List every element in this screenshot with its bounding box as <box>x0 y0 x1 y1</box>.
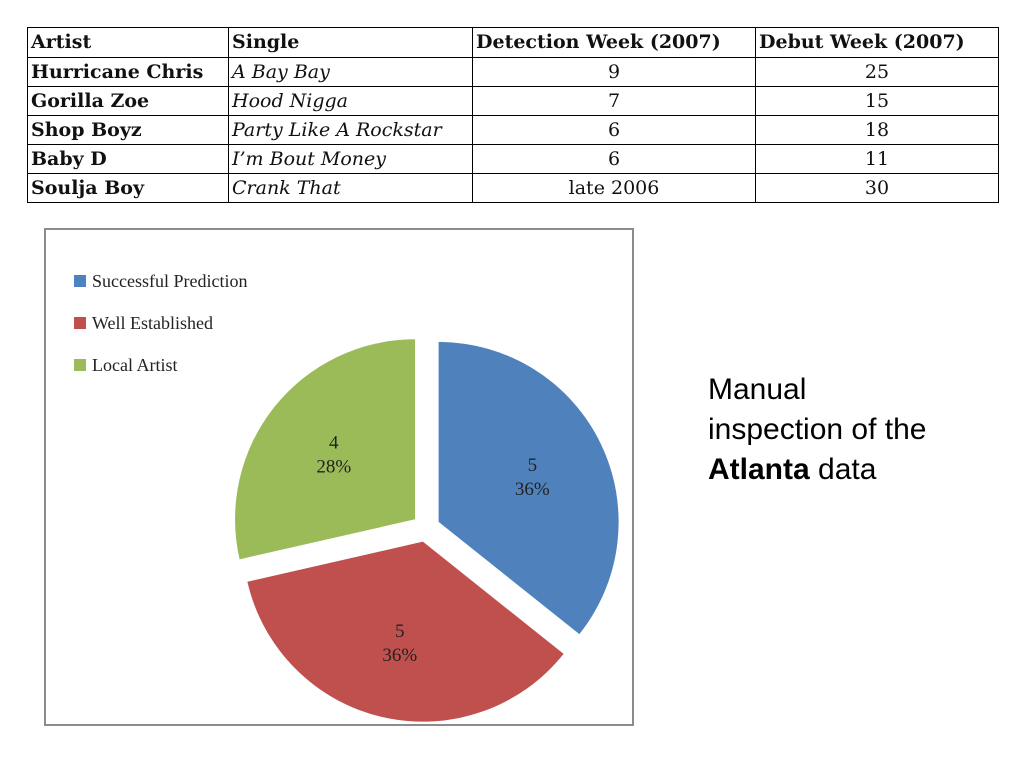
detection-week-cell: 7 <box>472 86 756 116</box>
column-header-artist: Artist <box>27 27 229 58</box>
artist-cell: Hurricane Chris <box>27 57 229 87</box>
legend-label: Well Established <box>92 312 214 333</box>
debut-week-cell: 25 <box>755 57 999 87</box>
artist-cell: Gorilla Zoe <box>27 86 229 116</box>
detection-week-cell: 6 <box>472 115 756 145</box>
detection-week-cell: late 2006 <box>472 173 756 203</box>
table-row: Gorilla Zoe Hood Nigga 7 15 <box>27 86 999 116</box>
slide-caption: Manual inspection of the Atlanta data <box>708 370 998 490</box>
caption-line-1: Manual <box>708 373 807 406</box>
legend-label: Successful Prediction <box>92 270 248 291</box>
table-row: Soulja Boy Crank That late 2006 30 <box>27 173 999 203</box>
legend-swatch <box>74 359 86 371</box>
detection-week-cell: 9 <box>472 57 756 87</box>
table-row: Baby D I’m Bout Money 6 11 <box>27 144 999 174</box>
single-cell: Hood Nigga <box>228 86 473 116</box>
table-row: Shop Boyz Party Like A Rockstar 6 18 <box>27 115 999 145</box>
single-cell: Crank That <box>228 173 473 203</box>
artist-cell: Baby D <box>27 144 229 174</box>
caption-line-2: inspection of the <box>708 413 927 446</box>
caption-bold-word: Atlanta <box>708 453 810 486</box>
slice-value-label: 5 <box>395 621 405 642</box>
artist-cell: Soulja Boy <box>27 173 229 203</box>
detection-week-cell: 6 <box>472 144 756 174</box>
debut-week-cell: 18 <box>755 115 999 145</box>
caption-tail: data <box>809 453 877 486</box>
column-header-debut-week: Debut Week (2007) <box>755 27 999 58</box>
caption-line-3: Atlanta data <box>708 450 998 490</box>
debut-week-cell: 15 <box>755 86 999 116</box>
legend-item-well-established: Well Established <box>74 302 247 344</box>
slice-value-label: 5 <box>528 455 538 476</box>
pie-slice-local-artist <box>235 339 416 560</box>
single-cell: A Bay Bay <box>228 57 473 87</box>
single-cell: I’m Bout Money <box>228 144 473 174</box>
pie-chart-panel: 5 36% 5 36% 4 28% Successful Prediction Well … <box>44 228 634 726</box>
artist-cell: Shop Boyz <box>27 115 229 145</box>
debut-week-cell: 30 <box>755 173 999 203</box>
slice-value-label: 4 <box>329 432 339 453</box>
column-header-detection-week: Detection Week (2007) <box>472 27 756 58</box>
legend-swatch <box>74 275 86 287</box>
legend-swatch <box>74 317 86 329</box>
slice-percent-label: 36% <box>515 479 550 500</box>
legend-label: Local Artist <box>92 354 178 375</box>
table-row: Hurricane Chris A Bay Bay 9 25 <box>27 57 999 87</box>
column-header-single: Single <box>228 27 473 58</box>
legend-item-local-artist: Local Artist <box>74 344 247 386</box>
artist-table: Artist Single Detection Week (2007) Debu… <box>27 27 999 203</box>
table-header-row: Artist Single Detection Week (2007) Debu… <box>27 27 999 58</box>
slice-percent-label: 36% <box>382 645 417 666</box>
slice-percent-label: 28% <box>316 456 351 477</box>
debut-week-cell: 11 <box>755 144 999 174</box>
pie-slice-well-established <box>247 541 564 722</box>
legend-item-successful-prediction: Successful Prediction <box>74 260 247 302</box>
pie-slice-successful-prediction <box>438 341 619 635</box>
single-cell: Party Like A Rockstar <box>228 115 473 145</box>
pie-chart: 5 36% 5 36% 4 28% <box>235 339 619 722</box>
chart-legend: Successful Prediction Well Established L… <box>74 260 247 386</box>
